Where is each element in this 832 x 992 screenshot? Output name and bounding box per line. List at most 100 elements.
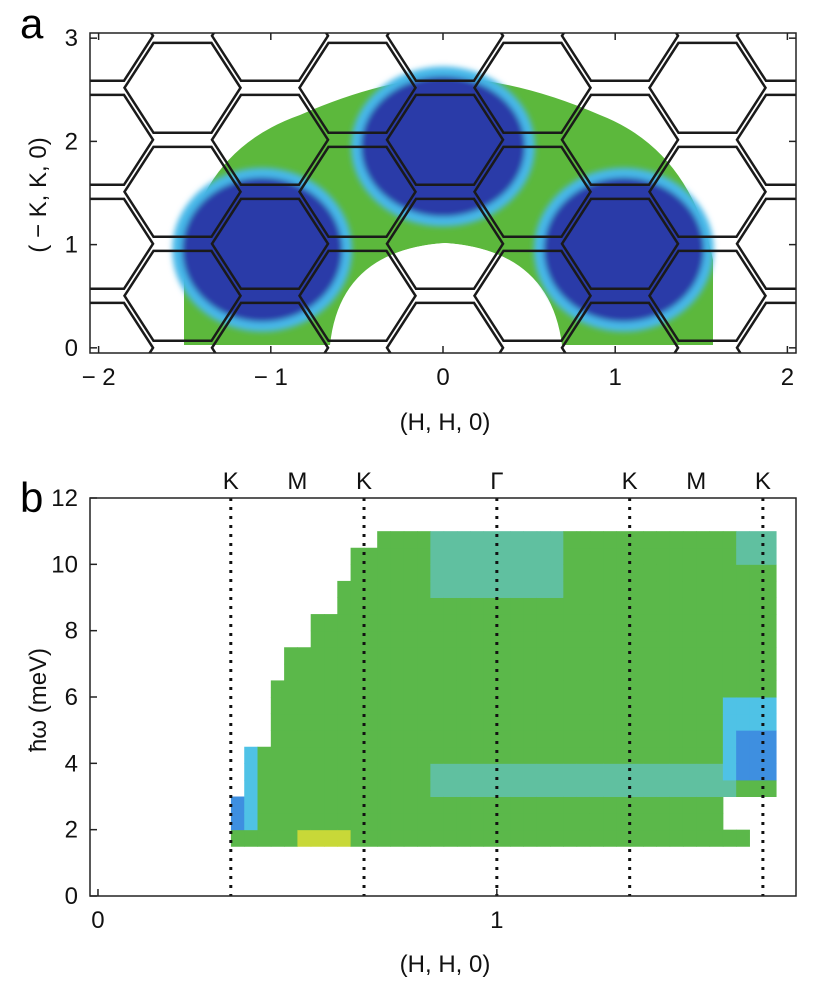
brillouin-zone-hexagon: [123, 41, 242, 135]
heatmap-cell: [310, 697, 325, 715]
heatmap-cell: [669, 713, 684, 731]
heatmap-cell: [523, 697, 538, 715]
heatmap-cell: [536, 663, 551, 681]
heatmap-cell: [563, 630, 578, 648]
special-point-label: K: [356, 468, 372, 495]
heatmap-cell: [470, 763, 485, 781]
heatmap-cell: [510, 730, 524, 748]
brillouin-zone-hexagon: [90, 33, 155, 83]
special-point-label: K: [223, 468, 239, 495]
brillouin-zone-hexagon: [37, 407, 153, 497]
heatmap-cell: [643, 564, 657, 582]
brillouin-zone-hexagons: [37, 33, 796, 497]
heatmap-cell: [403, 680, 418, 698]
heatmap-cell: [377, 597, 391, 615]
brillouin-zone-hexagon: [562, 407, 678, 497]
heatmap-cell: [257, 813, 272, 831]
heatmap-cell: [297, 763, 312, 781]
heatmap-cell: [443, 813, 458, 831]
heatmap-cell: [696, 597, 711, 615]
heatmap-cell: [576, 564, 591, 582]
heatmap-cell: [270, 697, 285, 715]
heatmap-cell: [682, 697, 697, 715]
heatmap-cell: [536, 630, 551, 648]
heatmap-cell: [603, 697, 618, 715]
heatmap-cell: [390, 796, 405, 814]
heatmap-cell: [682, 746, 697, 764]
heatmap-cell: [496, 564, 511, 582]
heatmap-cell: [550, 564, 564, 582]
heatmap-cell: [403, 597, 418, 615]
heatmap-cell: [377, 829, 391, 847]
heatmap-cell: [337, 580, 352, 598]
heatmap-cell: [470, 713, 485, 731]
heatmap-cell: [682, 547, 697, 565]
heatmap-cell: [390, 547, 405, 565]
brillouin-zone-hexagon: [473, 145, 592, 239]
heatmap-cell: [483, 614, 498, 632]
heatmap-cell: [643, 614, 657, 632]
heatmap-cell: [270, 746, 285, 764]
heatmap-cell: [270, 779, 285, 797]
heatmap-cell: [377, 713, 391, 731]
heatmap-cell: [443, 547, 458, 565]
heatmap-cell: [403, 647, 418, 665]
heatmap-cell: [709, 796, 724, 814]
heatmap-cell: [656, 597, 671, 615]
heatmap-cell: [550, 813, 564, 831]
heatmap-cell: [523, 597, 538, 615]
heatmap-cell: [377, 547, 391, 565]
heatmap-cell: [722, 564, 737, 582]
heatmap-cell: [310, 779, 325, 797]
brillouin-zone-hexagon: [560, 93, 680, 187]
panel-a-x-tick-label: − 2: [82, 364, 116, 391]
heatmap-cell: [430, 697, 445, 715]
heatmap-cell: [443, 796, 458, 814]
heatmap-cell: [443, 746, 458, 764]
heatmap-cell: [510, 614, 524, 632]
heatmap-cell: [563, 580, 578, 598]
heatmap-cell: [470, 547, 485, 565]
heatmap-cell: [443, 663, 458, 681]
heatmap-cell: [643, 647, 657, 665]
heatmap-cell: [390, 730, 405, 748]
heatmap-cell: [443, 580, 458, 598]
heatmap-cell: [443, 713, 458, 731]
heatmap-cell: [722, 647, 737, 665]
heatmap-cell: [709, 713, 724, 731]
heatmap-cell: [523, 746, 538, 764]
heatmap-cell: [496, 630, 511, 648]
heatmap-cell: [709, 779, 724, 797]
heatmap-cell: [603, 564, 618, 582]
heatmap-cell: [430, 813, 445, 831]
heatmap-cell: [510, 680, 524, 698]
heatmap-cell: [403, 580, 418, 598]
brillouin-zone-hexagon: [123, 249, 242, 343]
heatmap-cell: [682, 647, 697, 665]
heatmap-cell: [589, 564, 604, 582]
heatmap-cell: [470, 580, 485, 598]
heatmap-cell: [603, 663, 618, 681]
heatmap-cell: [310, 829, 325, 847]
heatmap-cell: [696, 796, 711, 814]
panel-b-label: b: [20, 474, 43, 521]
heatmap-cell: [337, 763, 352, 781]
heatmap-cell: [550, 647, 564, 665]
heatmap-cell: [669, 531, 684, 549]
panel-b-y-ticks: 0 2 4 6 8 10 12: [51, 485, 97, 910]
heatmap-cell: [669, 580, 684, 598]
heatmap-cell: [257, 746, 272, 764]
heatmap-cell: [456, 763, 471, 781]
heatmap-cell: [390, 647, 405, 665]
heatmap-cell: [669, 564, 684, 582]
heatmap-cell: [749, 730, 764, 748]
heatmap-cell: [536, 647, 551, 665]
heatmap-cell: [682, 630, 697, 648]
heatmap-cell: [483, 796, 498, 814]
heatmap-cell: [656, 697, 671, 715]
heatmap-cell: [736, 779, 750, 797]
brillouin-zone-hexagon: [473, 249, 592, 343]
heatmap-cell: [722, 829, 737, 847]
heatmap-cell: [550, 697, 564, 715]
heatmap-cell: [230, 829, 245, 847]
